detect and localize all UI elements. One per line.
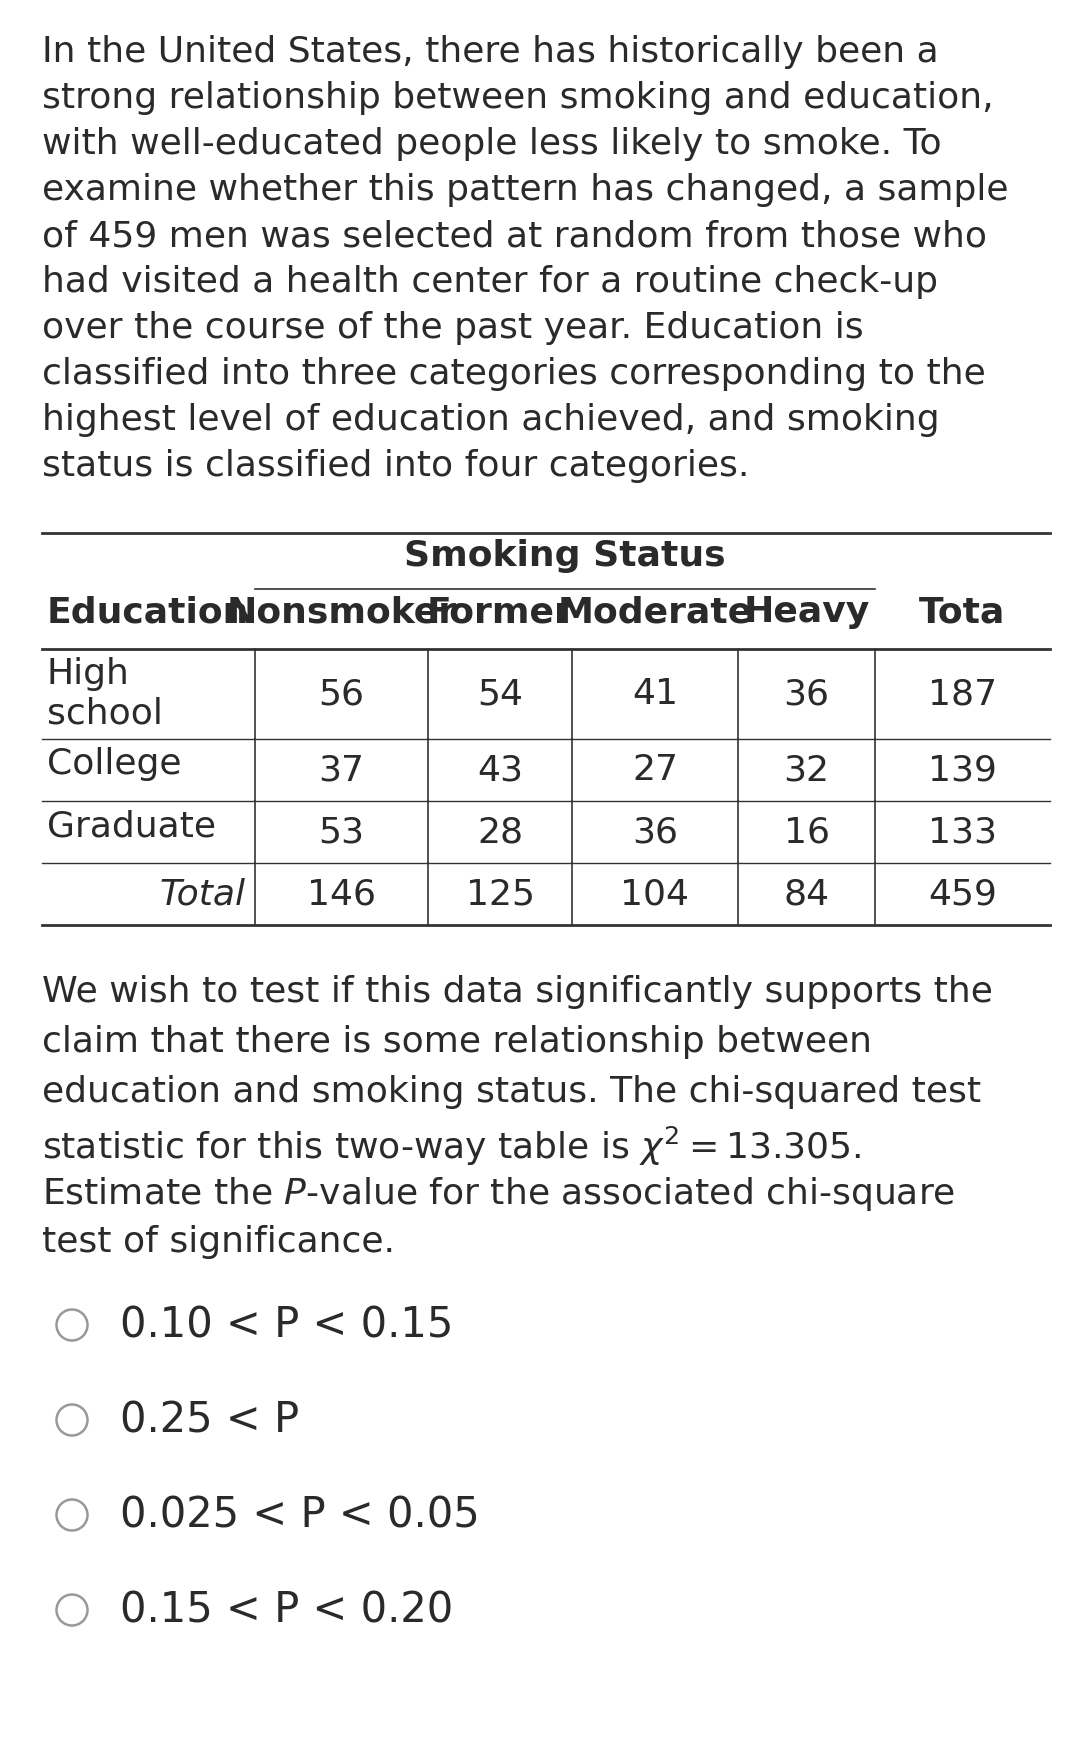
Text: 459: 459 <box>928 877 997 912</box>
Text: classified into three categories corresponding to the: classified into three categories corresp… <box>42 357 986 390</box>
Text: 84: 84 <box>783 877 829 912</box>
Text: Former: Former <box>427 595 572 628</box>
Text: 16: 16 <box>783 816 829 849</box>
Text: Total: Total <box>159 877 245 912</box>
Text: status is classified into four categories.: status is classified into four categorie… <box>42 450 750 483</box>
Text: Education: Education <box>48 595 249 628</box>
Text: 133: 133 <box>928 816 997 849</box>
Text: had visited a health center for a routine check-up: had visited a health center for a routin… <box>42 264 939 299</box>
Text: Tota: Tota <box>919 595 1005 628</box>
Text: High
school: High school <box>48 656 163 730</box>
Text: 28: 28 <box>477 816 523 849</box>
Text: 104: 104 <box>621 877 689 912</box>
Text: highest level of education achieved, and smoking: highest level of education achieved, and… <box>42 402 940 438</box>
Text: College: College <box>48 747 181 780</box>
Text: Moderate: Moderate <box>557 595 753 628</box>
Text: education and smoking status. The chi-squared test: education and smoking status. The chi-sq… <box>42 1074 981 1110</box>
Text: Heavy: Heavy <box>743 595 869 628</box>
Text: statistic for this two-way table is $\chi^2 = 13.305$.: statistic for this two-way table is $\ch… <box>42 1125 862 1169</box>
Text: 27: 27 <box>632 752 678 788</box>
Text: over the course of the past year. Education is: over the course of the past year. Educat… <box>42 312 864 345</box>
Text: We wish to test if this data significantly supports the: We wish to test if this data significant… <box>42 975 993 1010</box>
Text: 36: 36 <box>632 816 678 849</box>
Text: 41: 41 <box>632 677 678 710</box>
Text: In the United States, there has historically been a: In the United States, there has historic… <box>42 35 939 68</box>
Text: Graduate: Graduate <box>48 808 216 843</box>
Text: of 459 men was selected at random from those who: of 459 men was selected at random from t… <box>42 219 987 254</box>
Text: examine whether this pattern has changed, a sample: examine whether this pattern has changed… <box>42 173 1009 206</box>
Text: 0.10 < P < 0.15: 0.10 < P < 0.15 <box>120 1304 454 1346</box>
Text: Estimate the $P$-value for the associated chi-square: Estimate the $P$-value for the associate… <box>42 1174 955 1213</box>
Text: 146: 146 <box>307 877 376 912</box>
Text: 32: 32 <box>783 752 829 788</box>
Text: 56: 56 <box>319 677 365 710</box>
Text: 0.15 < P < 0.20: 0.15 < P < 0.20 <box>120 1589 454 1631</box>
Text: 54: 54 <box>477 677 523 710</box>
Text: with well-educated people less likely to smoke. To: with well-educated people less likely to… <box>42 128 942 161</box>
Text: 187: 187 <box>928 677 997 710</box>
Text: test of significance.: test of significance. <box>42 1225 395 1258</box>
Text: 0.25 < P: 0.25 < P <box>120 1398 299 1440</box>
Text: 36: 36 <box>783 677 829 710</box>
Text: 0.025 < P < 0.05: 0.025 < P < 0.05 <box>120 1494 480 1536</box>
Text: Smoking Status: Smoking Status <box>404 539 726 572</box>
Text: 125: 125 <box>465 877 535 912</box>
Text: Nonsmoker: Nonsmoker <box>227 595 457 628</box>
Text: strong relationship between smoking and education,: strong relationship between smoking and … <box>42 80 994 116</box>
Text: claim that there is some relationship between: claim that there is some relationship be… <box>42 1026 872 1059</box>
Text: 53: 53 <box>319 816 365 849</box>
Text: 139: 139 <box>928 752 997 788</box>
Text: 43: 43 <box>477 752 523 788</box>
Text: 37: 37 <box>319 752 365 788</box>
